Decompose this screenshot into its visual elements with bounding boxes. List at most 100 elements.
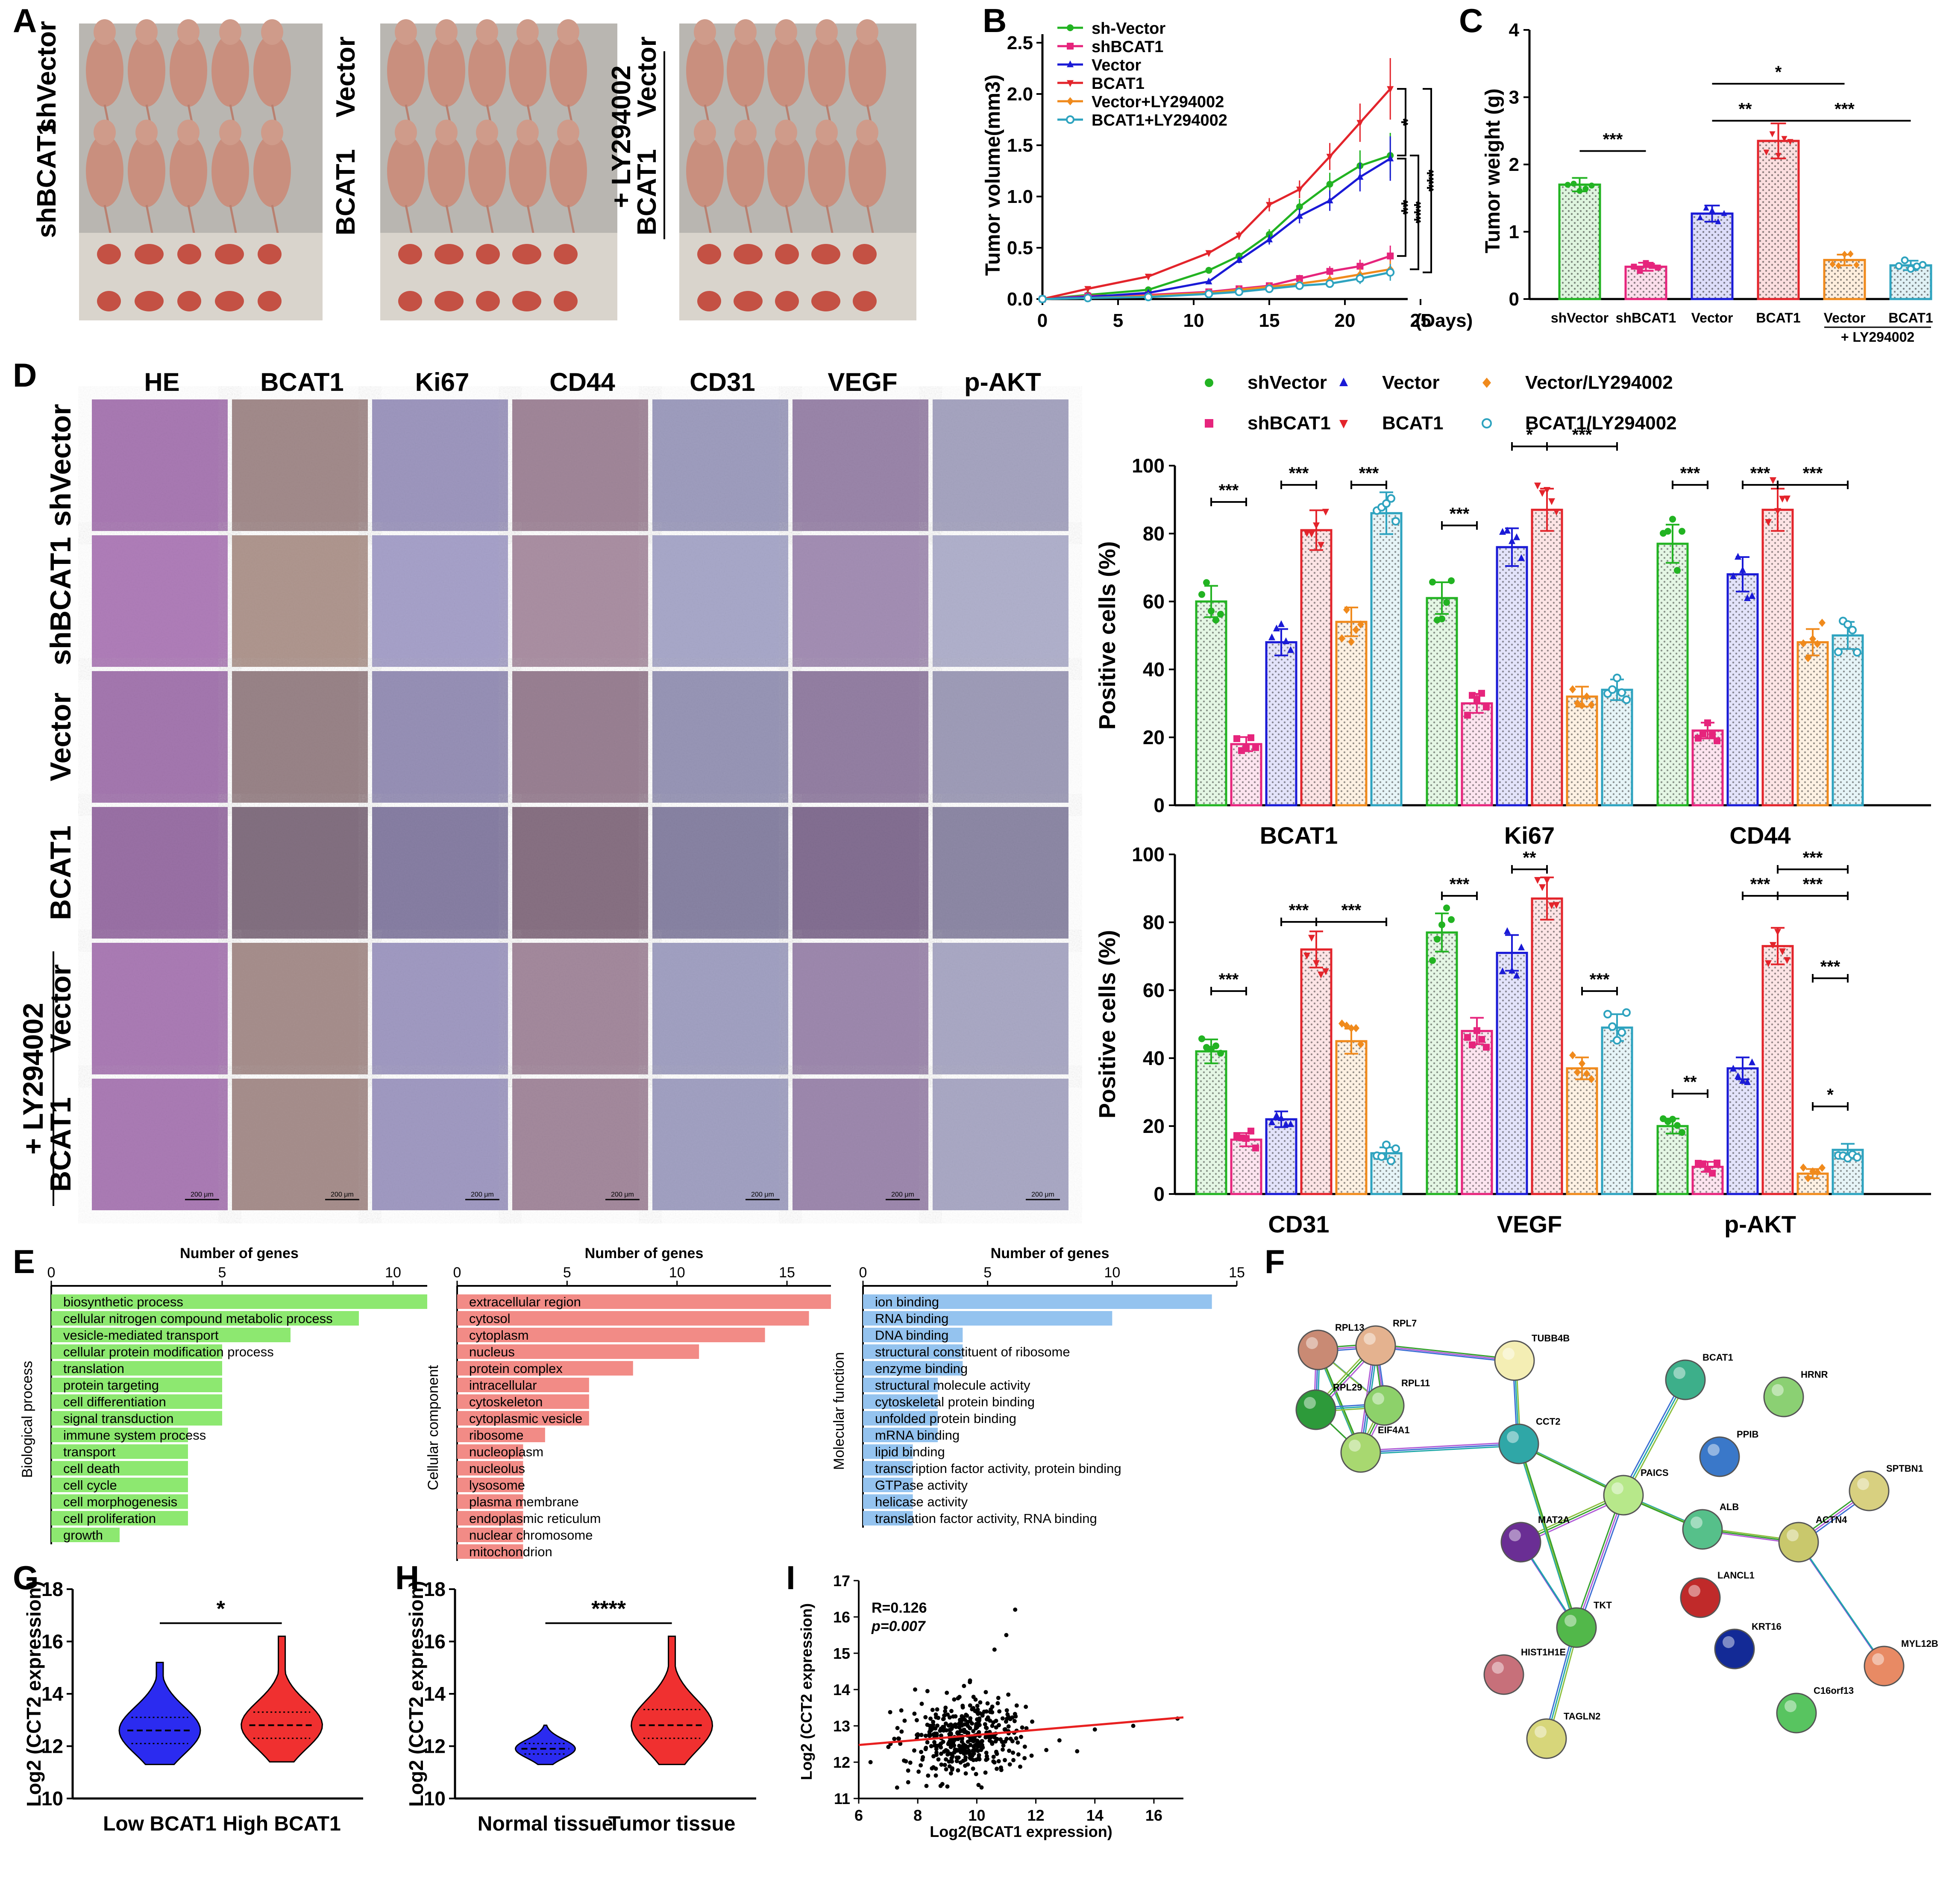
scatter-point	[914, 1718, 919, 1722]
nude-mouse	[428, 34, 465, 107]
go-term-label: growth	[63, 1528, 103, 1543]
mouse-head	[517, 120, 539, 145]
bar-pattern	[1532, 898, 1562, 1194]
data-point	[1429, 578, 1436, 586]
data-point	[1326, 154, 1333, 161]
data-point	[1608, 685, 1617, 694]
ihc-texture	[933, 671, 1068, 803]
scatter-point	[935, 1707, 939, 1712]
scatter-point	[916, 1769, 921, 1774]
significance-mark: ***	[1341, 901, 1362, 920]
bar-pattern	[1602, 1027, 1632, 1194]
scatter-point	[952, 1697, 957, 1702]
data-point	[1735, 553, 1741, 560]
node-highlight	[1372, 1393, 1384, 1405]
bar-pattern	[1728, 574, 1758, 805]
go-bar	[457, 1511, 523, 1526]
scatter-point	[930, 1707, 935, 1712]
node-label: LANCL1	[1717, 1570, 1755, 1581]
scatter-point	[941, 1716, 946, 1721]
scatter-point	[943, 1709, 948, 1713]
data-point	[1356, 120, 1364, 127]
chart-tumor-volume: 0 5 10 15 20 25(Days) 0.0 0.5 1.0 1.5 2.0 2.5Tumor …	[982, 20, 1473, 331]
scatter-point	[980, 1739, 984, 1743]
go-term-label: signal transduction	[63, 1411, 174, 1426]
data-point	[1296, 186, 1303, 194]
go-bar	[457, 1478, 523, 1492]
ihc-grid: HE BCAT1 Ki67 CD44 CD31 VEGF p-AKT 200 μm 200 μm…	[17, 368, 1068, 1210]
significance-mark: ***	[1590, 970, 1610, 989]
data-point	[1303, 953, 1310, 960]
nude-mouse	[170, 34, 207, 107]
data-point	[1763, 150, 1770, 156]
data-point	[1273, 625, 1280, 632]
excised-tumor	[97, 291, 121, 311]
go-term-label: cytoskeletal protein binding	[875, 1394, 1035, 1409]
violin-body	[241, 1635, 323, 1763]
scatter-point	[977, 1757, 982, 1762]
mouse-head	[435, 19, 458, 45]
mouse-head	[557, 120, 579, 145]
data-point	[1800, 1163, 1807, 1172]
stat-label: R=0.126	[872, 1600, 927, 1616]
scatter-point	[936, 1757, 941, 1762]
excised-tumor	[135, 244, 164, 264]
nude-mouse	[727, 34, 764, 107]
scatter-point	[1007, 1762, 1012, 1767]
data-point	[1443, 904, 1450, 912]
go-term-label: plasma membrane	[469, 1494, 579, 1509]
ihc-texture	[372, 535, 508, 667]
data-point	[1770, 942, 1776, 949]
significance-mark: *	[1397, 118, 1418, 126]
data-point	[1236, 256, 1243, 263]
scatter-point	[939, 1741, 943, 1746]
node-label: MYL12B	[1901, 1638, 1938, 1649]
scatter-point	[970, 1721, 974, 1726]
data-point	[1744, 1078, 1751, 1085]
ihc-texture	[92, 807, 228, 939]
data-point	[1637, 267, 1643, 274]
scatter-point	[906, 1780, 910, 1784]
network-edge	[1360, 1443, 1519, 1453]
node-highlight	[1872, 1653, 1884, 1665]
y-tick-label: 60	[1143, 979, 1165, 1001]
scatter-point	[949, 1709, 954, 1713]
ihc-texture	[933, 399, 1068, 531]
data-point	[1819, 619, 1826, 627]
significance-mark: ***	[1680, 464, 1700, 483]
ihc-texture	[652, 535, 788, 667]
data-point	[1582, 185, 1589, 192]
data-point	[1805, 654, 1811, 662]
data-point	[1438, 615, 1445, 622]
data-point	[1749, 1058, 1755, 1065]
category-label: shBCAT1	[1616, 310, 1676, 326]
network-edge	[1374, 1343, 1513, 1360]
excised-tumor	[512, 244, 541, 264]
bar-pattern	[1462, 1031, 1492, 1194]
panel-label-A: A	[13, 2, 37, 39]
go-term-label: cytosol	[469, 1311, 510, 1326]
excised-tumor	[135, 291, 164, 311]
scatter-point	[966, 1740, 970, 1744]
data-point	[1664, 528, 1671, 535]
scatter-point	[1003, 1727, 1007, 1732]
scatter-point	[950, 1759, 954, 1764]
y-axis-label: Log2 (CCT2 expression)	[23, 1581, 45, 1807]
data-point	[1774, 929, 1781, 936]
go-bar	[51, 1494, 188, 1509]
go-bar	[457, 1428, 545, 1442]
chart-go-2: Number of genes 0 5 10 15 ion binding RNA bind…	[831, 1245, 1245, 1528]
data-point	[1348, 1024, 1355, 1033]
data-point	[1212, 1042, 1219, 1050]
group-label: BCAT1	[1260, 822, 1338, 849]
ihc-texture	[652, 807, 788, 939]
data-point	[1217, 1050, 1224, 1057]
data-point	[1835, 262, 1842, 270]
data-point	[1387, 252, 1394, 260]
ihc-row-label: Vector	[44, 692, 77, 781]
x-tick-label: 10	[385, 1264, 401, 1281]
scatter-point	[912, 1711, 917, 1716]
data-point	[1715, 218, 1721, 224]
node-highlight	[1785, 1700, 1796, 1712]
